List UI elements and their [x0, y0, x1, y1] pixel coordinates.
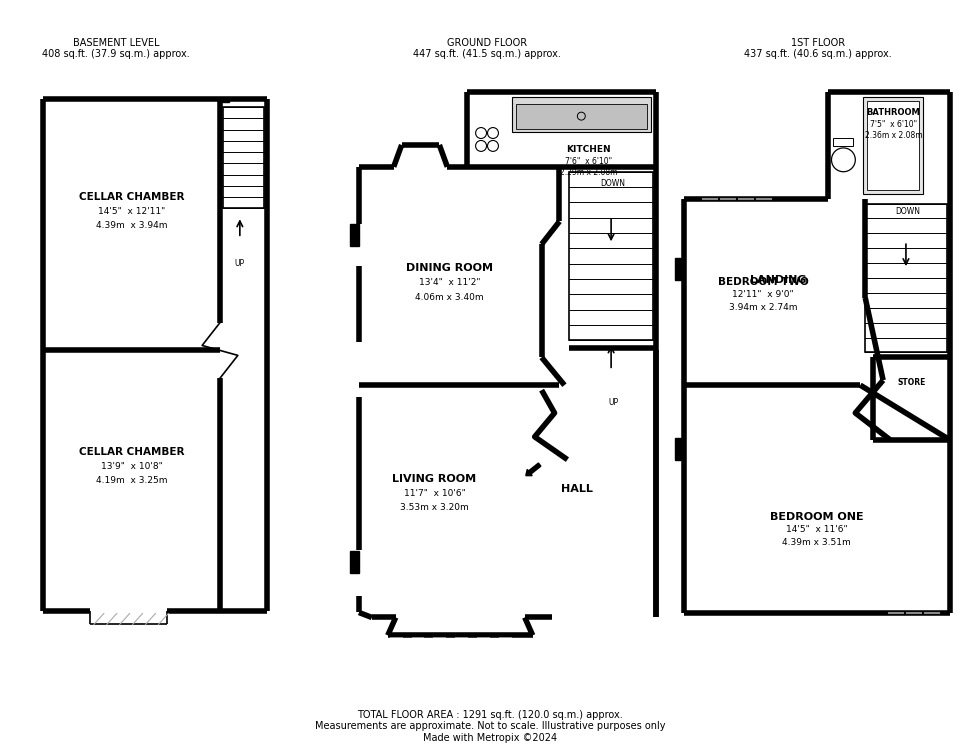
Bar [515, 104, 647, 129]
Text: BEDROOM ONE: BEDROOM ONE [769, 511, 863, 522]
Bar [674, 258, 684, 280]
Text: BATHROOM: BATHROOM [866, 107, 920, 116]
Text: 7'5"  x 6'10": 7'5" x 6'10" [870, 119, 917, 128]
Text: STORE: STORE [898, 378, 925, 387]
Text: DINING ROOM: DINING ROOM [406, 263, 493, 273]
Text: 1ST FLOOR
437 sq.ft. (40.6 sq.m.) approx.: 1ST FLOOR 437 sq.ft. (40.6 sq.m.) approx… [744, 38, 892, 59]
Text: HALL: HALL [562, 484, 593, 494]
Text: UP: UP [235, 258, 245, 267]
Text: UP: UP [608, 397, 618, 406]
Text: 12'11"  x 9'0": 12'11" x 9'0" [732, 291, 794, 300]
Text: BEDROOM TWO: BEDROOM TWO [717, 277, 808, 287]
Text: TOTAL FLOOR AREA : 1291 sq.ft. (120.0 sq.m.) approx.
Measurements are approximat: TOTAL FLOOR AREA : 1291 sq.ft. (120.0 sq… [315, 710, 665, 743]
Text: GROUND FLOOR
447 sq.ft. (41.5 sq.m.) approx.: GROUND FLOOR 447 sq.ft. (41.5 sq.m.) app… [414, 38, 561, 59]
Bar [350, 551, 359, 573]
Bar [674, 438, 684, 460]
Bar [220, 99, 229, 102]
Bar [512, 98, 651, 132]
Text: LANDING: LANDING [750, 275, 807, 285]
Bar [833, 138, 854, 146]
Text: LIVING ROOM: LIVING ROOM [392, 475, 476, 484]
Text: 2.29m x 2.08m: 2.29m x 2.08m [560, 168, 617, 177]
Text: DOWN: DOWN [896, 207, 920, 216]
Bar [223, 107, 264, 209]
Bar [867, 101, 919, 189]
FancyArrow shape [526, 463, 541, 475]
Text: CELLAR CHAMBER: CELLAR CHAMBER [78, 447, 184, 457]
Bar [863, 98, 923, 194]
Text: 4.06m x 3.40m: 4.06m x 3.40m [415, 294, 483, 303]
Text: CELLAR CHAMBER: CELLAR CHAMBER [78, 192, 184, 201]
Bar [865, 204, 947, 352]
Text: DOWN: DOWN [601, 179, 625, 189]
Text: BASEMENT LEVEL
408 sq.ft. (37.9 sq.m.) approx.: BASEMENT LEVEL 408 sq.ft. (37.9 sq.m.) a… [42, 38, 189, 59]
Text: 14'5"  x 12'11": 14'5" x 12'11" [98, 207, 166, 216]
Text: 3.94m x 2.74m: 3.94m x 2.74m [729, 303, 798, 312]
Text: 13'9"  x 10'8": 13'9" x 10'8" [101, 462, 163, 471]
Text: 13'4"  x 11'2": 13'4" x 11'2" [418, 279, 480, 288]
Text: 4.39m  x 3.94m: 4.39m x 3.94m [96, 221, 168, 230]
Bar [350, 225, 359, 246]
Text: 3.53m x 3.20m: 3.53m x 3.20m [400, 502, 468, 511]
Text: 7'6"  x 6'10": 7'6" x 6'10" [565, 157, 612, 166]
Text: KITCHEN: KITCHEN [566, 146, 612, 155]
Bar [569, 172, 653, 340]
Text: 4.19m  x 3.25m: 4.19m x 3.25m [96, 476, 168, 485]
Text: 14'5"  x 11'6": 14'5" x 11'6" [786, 525, 848, 534]
Text: 11'7"  x 10'6": 11'7" x 10'6" [404, 489, 466, 498]
Text: 2.36m x 2.08m: 2.36m x 2.08m [864, 131, 922, 140]
Text: 4.39m x 3.51m: 4.39m x 3.51m [782, 538, 851, 547]
